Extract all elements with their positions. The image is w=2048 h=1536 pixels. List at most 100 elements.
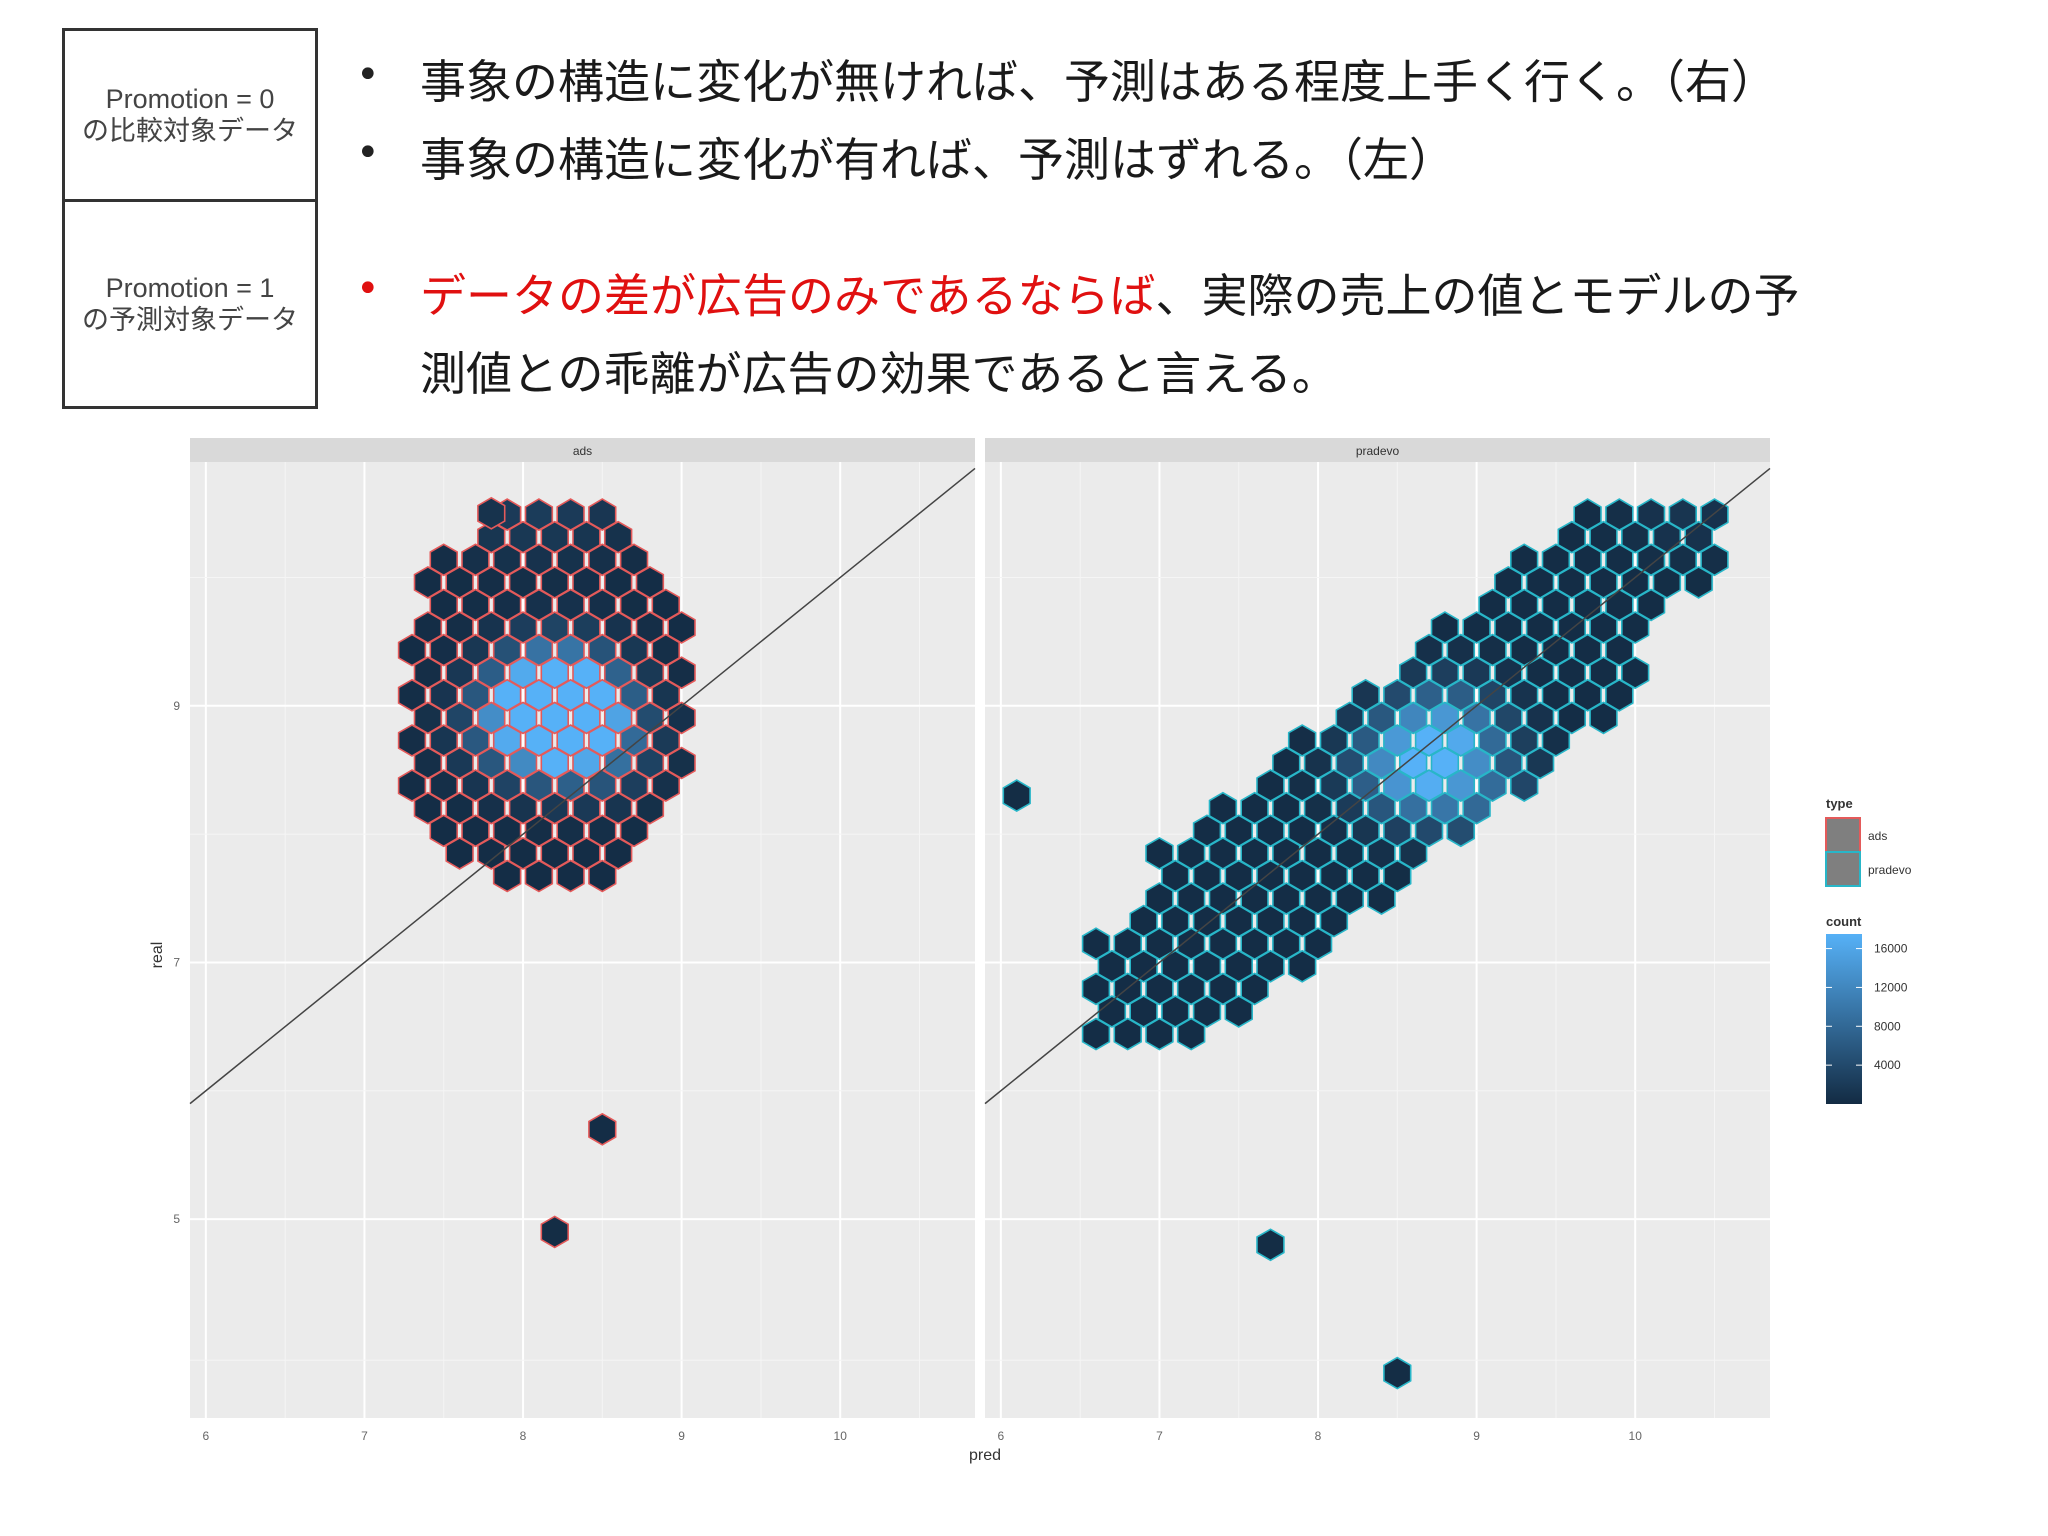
- box-line-1: Promotion = 1: [105, 273, 275, 303]
- hex-bin: [1129, 995, 1158, 1028]
- reference-line: [189, 467, 976, 1105]
- hex-bin: [1414, 769, 1444, 803]
- hex-bin: [1129, 904, 1158, 938]
- hex-bin: [572, 701, 601, 735]
- hex-bin: [556, 588, 585, 622]
- hex-bin: [1319, 904, 1349, 938]
- hex-bin: [413, 746, 443, 780]
- hex-bin: [1494, 701, 1523, 735]
- hex-bin: [492, 814, 522, 848]
- x-tick-label: 7: [361, 1429, 368, 1443]
- hex-bin: [524, 859, 554, 893]
- hex-bin: [492, 769, 522, 803]
- hex-bin: [1367, 836, 1396, 870]
- hex-bin: [1700, 498, 1729, 532]
- hex-bin: [1319, 769, 1349, 803]
- hex-bin: [1494, 656, 1523, 690]
- hex-bin-outlier: [588, 1112, 617, 1146]
- hex-bin: [429, 724, 459, 757]
- hex-bin: [1176, 836, 1206, 870]
- hex-bin: [1478, 724, 1507, 757]
- hex-bin: [1652, 520, 1682, 554]
- hex-bin: [1636, 498, 1666, 532]
- hex-bin: [1652, 565, 1682, 599]
- y-tick-label: 5: [173, 1212, 180, 1226]
- hex-bin: [1351, 724, 1380, 757]
- hex-bin: [1145, 1017, 1174, 1051]
- hex-bin: [1272, 791, 1301, 825]
- legend-entry-label: ads: [1868, 829, 1887, 843]
- hex-bin: [1430, 746, 1460, 780]
- hex-bin: [492, 724, 522, 757]
- hex-bin: [1621, 611, 1650, 644]
- hex-bin: [492, 859, 522, 893]
- box-line-1: Promotion = 0: [105, 84, 275, 114]
- hex-bin: [667, 746, 696, 780]
- hex-bin: [1129, 949, 1158, 983]
- hex-bin: [1541, 588, 1571, 622]
- hex-bin: [1414, 724, 1444, 757]
- hex-bin: [477, 656, 506, 690]
- hex-bin: [1256, 814, 1285, 848]
- hex-bin: [413, 656, 443, 690]
- hex-bin: [572, 656, 601, 690]
- hex-bin: [477, 565, 506, 599]
- hex-bin: [1510, 633, 1539, 667]
- hex-bin: [1351, 678, 1380, 712]
- hex-bin: [1303, 746, 1333, 780]
- hex-bin: [1446, 678, 1475, 712]
- hex-bin: [508, 791, 538, 825]
- hex-bin: [1446, 769, 1475, 803]
- hex-bin: [1351, 769, 1380, 803]
- hex-bin: [1367, 701, 1396, 735]
- hex-bin: [477, 520, 506, 554]
- hex-bin: [492, 678, 522, 712]
- hex-bin: [1097, 949, 1127, 983]
- hex-bin: [508, 701, 538, 735]
- hex-bin: [1335, 836, 1364, 870]
- hex-bin: [1573, 498, 1602, 532]
- hex-bin: [1573, 588, 1602, 622]
- hex-bin: [1621, 520, 1650, 554]
- hex-bin: [1287, 904, 1317, 938]
- hex-bin: [1161, 904, 1190, 938]
- hex-bin: [1510, 769, 1539, 803]
- promotion-1-box: Promotion = 1 の予測対象データ: [62, 199, 318, 409]
- bullet-3-highlight: データの差が広告のみであるならば: [420, 269, 1156, 323]
- x-axis-label: pred: [969, 1447, 1001, 1464]
- hex-bin: [1510, 588, 1539, 622]
- hex-bin: [1684, 565, 1713, 599]
- hex-bin: [492, 633, 522, 667]
- hex-bin: [540, 656, 570, 690]
- hex-bin: [1224, 949, 1253, 983]
- x-tick-label: 8: [1315, 1429, 1322, 1443]
- hex-bin: [429, 678, 459, 712]
- hex-bin: [1462, 656, 1491, 690]
- hex-bin: [397, 633, 427, 667]
- hex-bin: [540, 611, 570, 644]
- hex-bin: [1113, 972, 1142, 1006]
- bullet-dot-red: •: [356, 266, 380, 312]
- hex-bin: [1494, 746, 1523, 780]
- hex-bin: [1208, 791, 1238, 825]
- hex-bin: [540, 565, 570, 599]
- hex-bin: [1145, 927, 1174, 961]
- bullet-dot: •: [356, 130, 380, 176]
- hex-bin: [1208, 972, 1238, 1006]
- hex-bin: [524, 724, 554, 757]
- hex-bin-outlier: [540, 1215, 570, 1249]
- hex-bin: [1272, 882, 1301, 916]
- hex-bin: [1287, 724, 1317, 757]
- hex-bin: [572, 565, 601, 599]
- hex-bin: [603, 520, 633, 554]
- hex-bin: [1589, 701, 1618, 735]
- hex-bin: [1256, 949, 1285, 983]
- hex-bin: [1446, 633, 1475, 667]
- hex-bin: [492, 498, 522, 532]
- hex-layer: [1002, 498, 1729, 1390]
- hex-bin: [413, 701, 443, 735]
- hex-bin: [429, 588, 459, 622]
- hex-bin: [1287, 814, 1317, 848]
- hex-bin: [1383, 724, 1412, 757]
- hex-bin: [1605, 498, 1634, 532]
